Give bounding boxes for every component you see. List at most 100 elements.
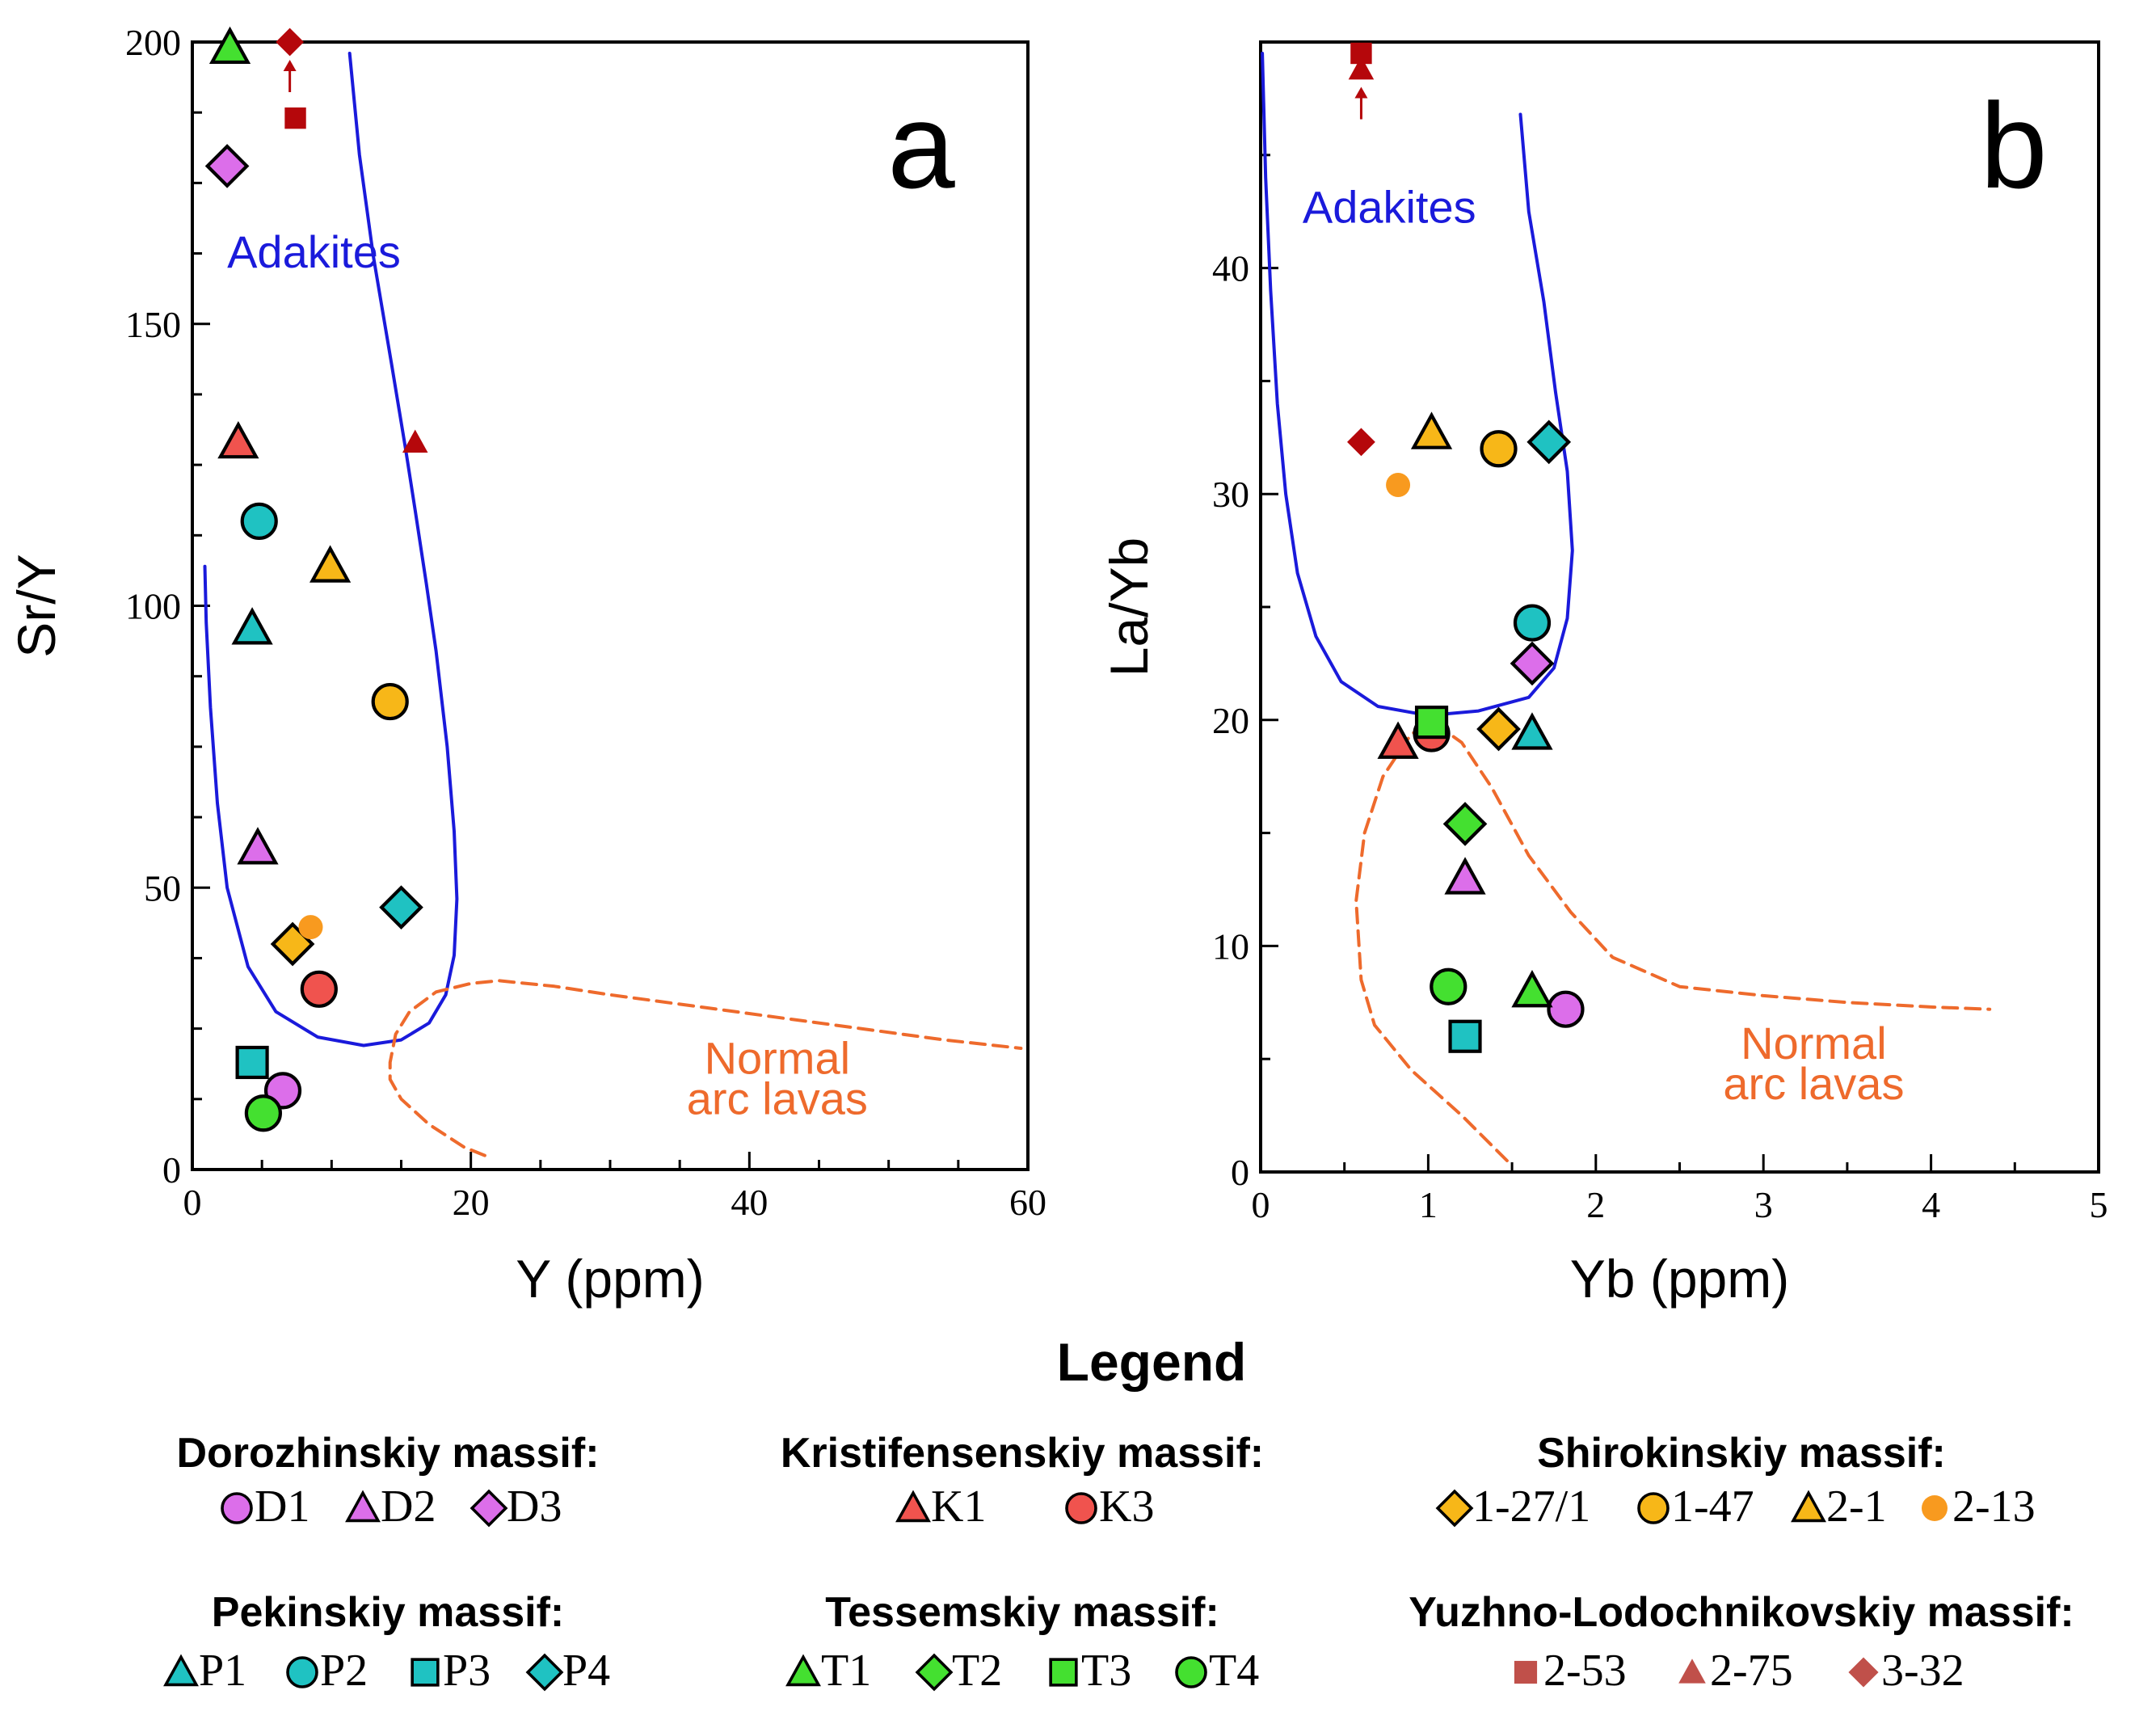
marker-k1 xyxy=(1377,721,1419,759)
data-point-p3 xyxy=(1448,1019,1482,1053)
legend-marker-2-75 xyxy=(1678,1659,1706,1684)
field-label-adakites: Adakites xyxy=(227,226,401,277)
data-point-2-1 xyxy=(1410,411,1453,449)
legend-entry-label: D1 xyxy=(255,1482,310,1532)
legend-entry-t1: T1 xyxy=(785,1646,871,1696)
x-tick-label: 0 xyxy=(1252,1184,1270,1225)
marker-p2 xyxy=(1513,604,1552,642)
data-point-d3 xyxy=(1510,641,1555,686)
data-point-p4 xyxy=(1526,419,1572,465)
marker-2-13 xyxy=(298,915,323,940)
legend-entry-label: 3-32 xyxy=(1881,1646,1964,1696)
legend-group-title: Pekinskiy massif: xyxy=(212,1589,564,1636)
marker-2-75 xyxy=(402,429,428,453)
legend-marker-d1 xyxy=(221,1492,253,1524)
legend-entry-label: P3 xyxy=(443,1646,491,1696)
marker-t2 xyxy=(1442,802,1488,846)
legend-marker-k3 xyxy=(1065,1492,1097,1524)
legend-entry-1-27-1: 1-27/1 xyxy=(1435,1482,1590,1532)
legend-entry-t2: T2 xyxy=(915,1646,1002,1696)
legend-marker-k1 xyxy=(895,1490,931,1523)
data-point-2-75 xyxy=(1348,56,1375,120)
legend-entry-label: P1 xyxy=(199,1646,246,1696)
legend-marker-2-13 xyxy=(1922,1495,1948,1521)
field-boundary-adakites xyxy=(203,52,459,1047)
legend-entry-label: 2-75 xyxy=(1710,1646,1793,1696)
field-boundary-normal-arc-lavas xyxy=(388,979,1023,1157)
panel-b-la-yb-vs-yb: 0 1 2 3 4 5 0 10 20 30 40 Yb (ppm) La/Yb b Adakites Nor… xyxy=(1099,40,2108,1309)
data-point-1-27-1 xyxy=(1476,706,1521,752)
data-point-t1 xyxy=(1511,970,1553,1008)
legend-entry-1-47: 1-47 xyxy=(1637,1482,1754,1532)
data-point-d3 xyxy=(204,144,250,188)
data-point-1-47 xyxy=(1480,430,1518,468)
legend-marker-2-53 xyxy=(1514,1660,1538,1684)
marker-p4 xyxy=(379,885,423,929)
legend-group-shirokinskiy-massif: Shirokinskiy massif: 1-27/1 1-47 2-1 2-13 xyxy=(1435,1430,2036,1532)
marker-k3 xyxy=(300,970,338,1008)
legend-entry-2-13: 2-13 xyxy=(1922,1482,2036,1532)
legend-group-title: Shirokinskiy massif: xyxy=(1537,1430,1946,1477)
marker-p3 xyxy=(235,1045,269,1080)
x-tick-label: 5 xyxy=(2090,1184,2108,1225)
legend-entry-label: D3 xyxy=(507,1482,562,1532)
x-tick-label: 3 xyxy=(1754,1184,1773,1225)
marker-d3 xyxy=(204,144,250,188)
legend-marker-1-27-1 xyxy=(1435,1489,1474,1528)
data-point-t1 xyxy=(208,26,251,65)
legend-group-title: Tessemskiy massif: xyxy=(825,1589,1219,1636)
data-point-t4 xyxy=(244,1094,282,1132)
legend-entry-label: T2 xyxy=(952,1646,1002,1696)
marker-p4 xyxy=(1526,419,1572,465)
marker-d1 xyxy=(1547,990,1585,1028)
legend-marker-p2 xyxy=(286,1656,318,1688)
legend-entry-d1: D1 xyxy=(221,1482,310,1532)
y-tick-label: 30 xyxy=(1212,474,1249,515)
data-point-2-13 xyxy=(1386,473,1411,498)
data-point-p3 xyxy=(235,1045,269,1080)
legend-entry-d2: D2 xyxy=(345,1482,436,1532)
x-tick-label: 40 xyxy=(731,1182,768,1223)
field-label-normal-arc-lavas: arc lavas xyxy=(687,1073,868,1123)
legend-entry-2-1: 2-1 xyxy=(1791,1482,1887,1532)
x-tick-label: 20 xyxy=(453,1182,490,1223)
legend-entry-2-75: 2-75 xyxy=(1678,1646,1793,1696)
data-point-d2 xyxy=(1444,857,1486,895)
x-tick-label: 1 xyxy=(1419,1184,1438,1225)
data-point-t2 xyxy=(1442,802,1488,846)
legend-marker-t3 xyxy=(1049,1658,1078,1687)
marker-3-32 xyxy=(276,27,305,57)
marker-1-47 xyxy=(371,682,409,721)
offscale-arrow-head xyxy=(283,60,297,71)
marker-t1 xyxy=(1511,970,1553,1008)
data-point-p2 xyxy=(240,502,278,540)
marker-2-1 xyxy=(1410,411,1453,449)
y-tick-label: 0 xyxy=(162,1149,181,1191)
marker-p1 xyxy=(231,607,273,645)
legend-marker-t2 xyxy=(915,1653,954,1692)
y-tick-label: 150 xyxy=(125,304,181,345)
legend-marker-p3 xyxy=(411,1658,440,1687)
data-point-t4 xyxy=(1430,967,1468,1005)
data-point-2-75 xyxy=(402,429,428,453)
data-point-d1 xyxy=(1547,990,1585,1028)
x-tick-label: 60 xyxy=(1009,1182,1046,1223)
legend-group-dorozhinskiy-massif: Dorozhinskiy massif: D1 D2 D3 xyxy=(176,1430,599,1532)
legend-group-yuzhno-lodochnikovskiy-massif: Yuzhno-Lodochnikovskiy massif: 2-53 2-75 3-… xyxy=(1409,1589,2074,1696)
legend-entry-label: 2-53 xyxy=(1543,1646,1627,1696)
legend-entry-label: 1-27/1 xyxy=(1472,1482,1590,1532)
y-tick-label: 10 xyxy=(1212,925,1249,967)
data-point-d2 xyxy=(237,827,279,865)
legend-entry-label: K3 xyxy=(1099,1482,1154,1532)
y-tick-label: 100 xyxy=(125,586,181,627)
legend-group-title: Kristifensenskiy massif: xyxy=(781,1430,1264,1477)
x-tick-label: 0 xyxy=(183,1182,202,1223)
marker-t4 xyxy=(244,1094,282,1132)
y-tick-label: 50 xyxy=(144,867,181,908)
marker-p3 xyxy=(1448,1019,1482,1053)
legend-marker-2-1 xyxy=(1791,1490,1826,1523)
data-point-3-32 xyxy=(1347,428,1375,457)
field-label-adakites: Adakites xyxy=(1303,182,1476,233)
legend-entry-p1: P1 xyxy=(163,1646,246,1696)
panel-letter: a xyxy=(887,78,955,213)
